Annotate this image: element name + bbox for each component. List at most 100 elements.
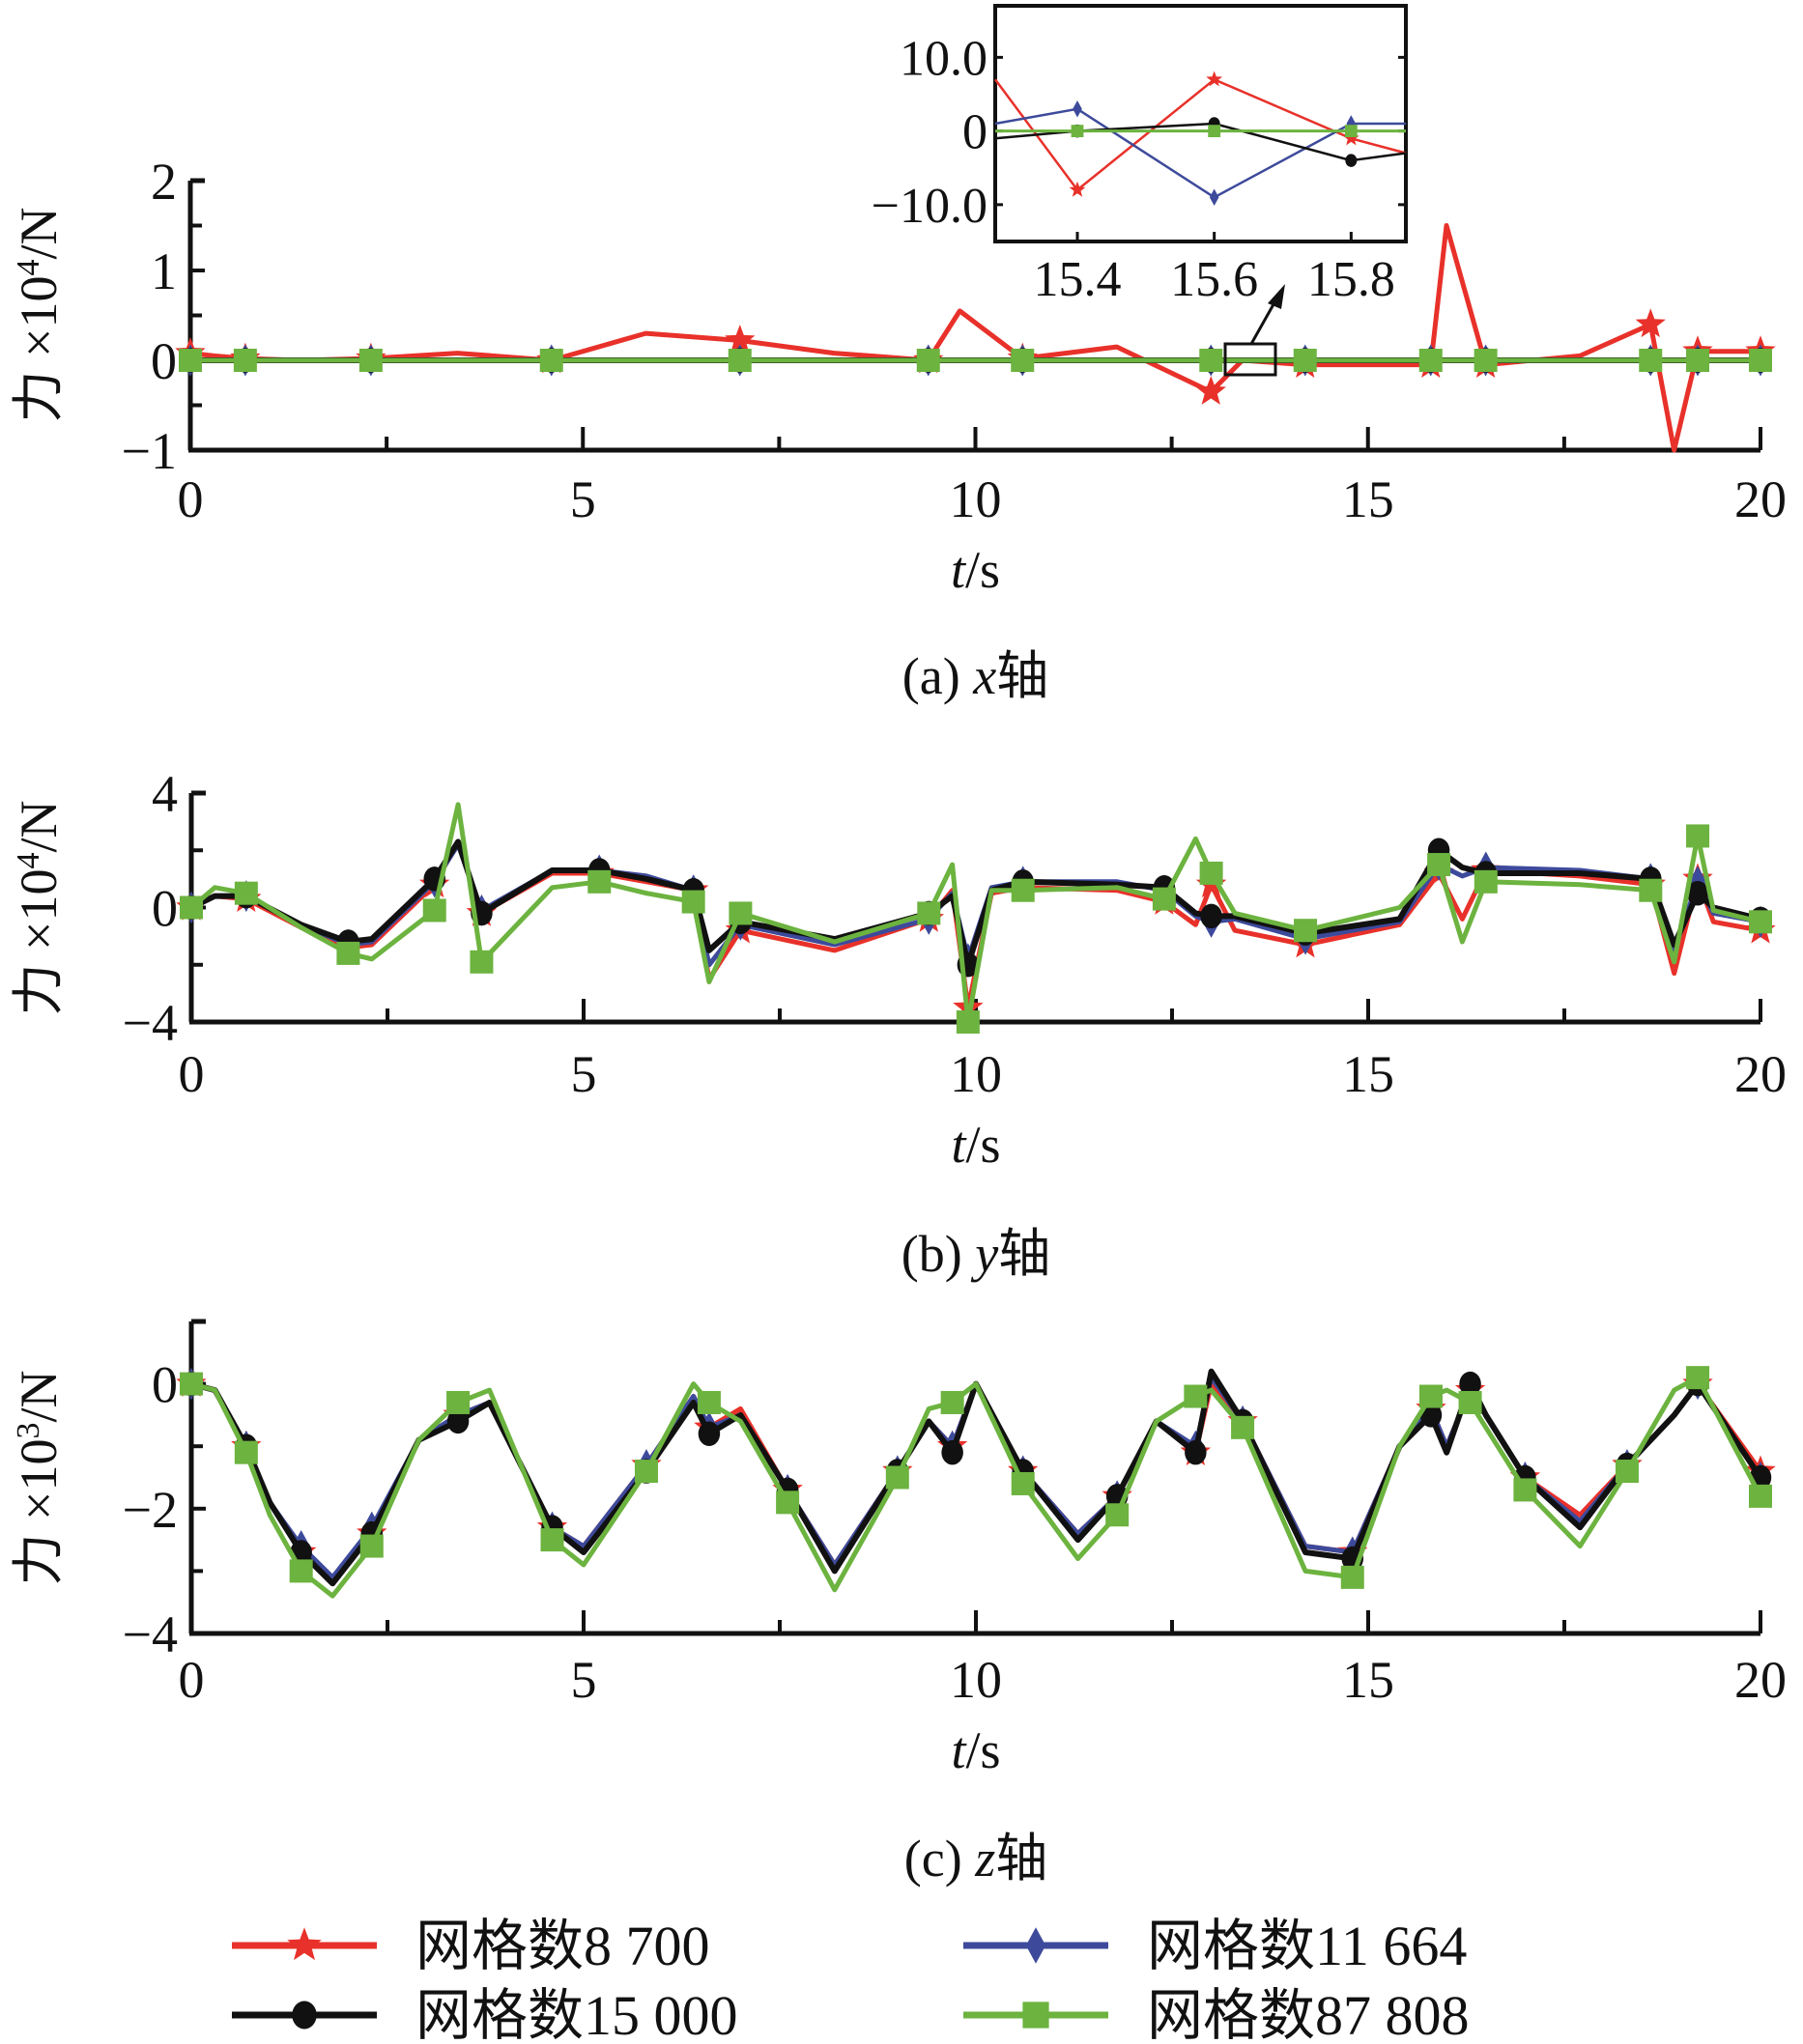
caption-prefix: (c): [904, 1830, 975, 1888]
x-tick-label: 15: [1342, 1045, 1394, 1103]
data-point-marker: [725, 325, 756, 354]
y-axis-label-prefix: 力 ×10: [10, 276, 68, 423]
series-2: [180, 1368, 1772, 1587]
y-axis-label-unit: /N: [10, 1371, 68, 1423]
caption-prefix: (a): [902, 647, 973, 705]
inset-y-tick-label: 10.0: [900, 31, 987, 86]
data-point-marker: [1231, 1415, 1255, 1439]
data-point-marker: [698, 1421, 721, 1447]
inset-x-tick-label: 15.6: [1170, 252, 1258, 307]
x-tick-label: 5: [571, 1045, 597, 1103]
square-marker-icon: [1022, 2001, 1049, 2029]
x-tick-label: 15: [1342, 470, 1394, 528]
caption-prefix: (b): [902, 1225, 975, 1283]
x-axis-label-var: t: [951, 1721, 967, 1779]
y-tick-label: −1: [122, 422, 177, 480]
inset-data-point-marker: [1343, 129, 1359, 146]
x-tick-label: 20: [1734, 1651, 1787, 1709]
caption-suffix: 轴: [996, 647, 1048, 705]
data-point-marker: [422, 898, 446, 923]
series-line: [189, 223, 1760, 453]
data-point-marker: [1686, 349, 1709, 372]
series-3: [180, 1366, 1772, 1599]
inset-y-tick-label: −10.0: [872, 179, 987, 234]
x-axis-label-unit: /s: [965, 1116, 1000, 1174]
inset-data-point-marker: [1345, 154, 1358, 167]
legend-label: 网格数87 808: [1147, 1984, 1470, 2044]
data-point-marker: [234, 1440, 258, 1464]
data-point-marker: [1152, 887, 1176, 911]
caption-var: y: [970, 1225, 998, 1283]
data-point-marker: [1011, 1471, 1035, 1495]
data-point-marker: [1474, 349, 1498, 372]
y-axis-label: 力 ×104/N: [10, 208, 68, 423]
legend-item: 网格数15 000: [232, 1984, 738, 2044]
inset-x-tick-label: 15.8: [1307, 252, 1395, 307]
x-tick-label: 10: [950, 1651, 1002, 1709]
data-point-marker: [1749, 910, 1772, 934]
data-point-marker: [446, 1390, 471, 1414]
panel-caption: (a) x轴: [902, 647, 1048, 705]
data-point-marker: [539, 349, 563, 372]
x-tick-label: 15: [1342, 1651, 1394, 1709]
series-2: [180, 837, 1772, 978]
data-point-marker: [1184, 1384, 1208, 1408]
data-point-marker: [540, 1528, 564, 1552]
y-axis-label-unit: /N: [10, 208, 68, 260]
inset-y-tick-label: 0: [962, 105, 987, 160]
y-tick-label: 4: [152, 765, 178, 823]
y-axis-label-exponent: 4: [11, 260, 46, 276]
data-point-marker: [1639, 878, 1663, 902]
data-point-marker: [1686, 880, 1709, 906]
data-point-marker: [941, 1439, 963, 1465]
data-point-marker: [1340, 1565, 1364, 1589]
x-tick-label: 5: [571, 1651, 597, 1709]
data-point-marker: [916, 349, 940, 372]
circle-marker-icon: [292, 2001, 317, 2030]
data-point-marker: [917, 901, 941, 925]
y-tick-label: 1: [151, 242, 177, 300]
series-0: [176, 1368, 1776, 1580]
legend: 网格数8 700 网格数11 664 网格数15 000 网格数87 808: [232, 1915, 1470, 2044]
series-3: [180, 802, 1772, 1034]
data-point-marker: [1513, 1478, 1537, 1502]
data-point-marker: [234, 881, 258, 905]
panel-caption: (b) y轴: [902, 1225, 1050, 1283]
inset-data-point-marker: [1344, 125, 1358, 138]
data-point-marker: [681, 890, 705, 914]
data-point-marker: [1639, 349, 1663, 372]
data-point-marker: [1418, 1384, 1443, 1408]
data-point-marker: [1686, 1366, 1710, 1390]
series-1: [183, 841, 1769, 976]
data-point-marker: [1458, 1390, 1482, 1414]
data-point-marker: [1459, 1371, 1481, 1397]
caption-suffix: 轴: [998, 1225, 1050, 1283]
x-axis-label-unit: /s: [965, 1721, 1000, 1779]
data-point-marker: [446, 1408, 470, 1434]
data-point-marker: [1011, 878, 1035, 902]
y-axis-label: 力 ×103/N: [10, 1371, 68, 1586]
y-tick-label: −4: [123, 994, 178, 1052]
data-point-marker: [1185, 1439, 1207, 1465]
data-point-marker: [1615, 1460, 1639, 1484]
inset-series-3: [995, 125, 1406, 138]
legend-label: 网格数8 700: [415, 1915, 710, 1977]
y-axis-label-unit: /N: [10, 801, 68, 853]
star-marker-icon: [287, 1927, 322, 1961]
panel-caption: (c) z轴: [904, 1830, 1047, 1888]
data-point-marker: [180, 1372, 203, 1396]
data-point-marker: [1749, 349, 1772, 372]
y-axis-label-exponent: 4: [11, 853, 46, 869]
x-tick-label: 20: [1734, 470, 1787, 528]
data-point-marker: [289, 1559, 313, 1583]
y-tick-label: −2: [123, 1481, 178, 1539]
diamond-marker-icon: [1025, 1927, 1046, 1964]
y-tick-label: −4: [123, 1605, 178, 1663]
data-point-marker: [358, 349, 383, 372]
zoom-region-box: [1223, 342, 1277, 377]
series-3: [179, 349, 1772, 372]
data-point-marker: [336, 941, 360, 965]
legend-label: 网格数15 000: [415, 1984, 738, 2044]
